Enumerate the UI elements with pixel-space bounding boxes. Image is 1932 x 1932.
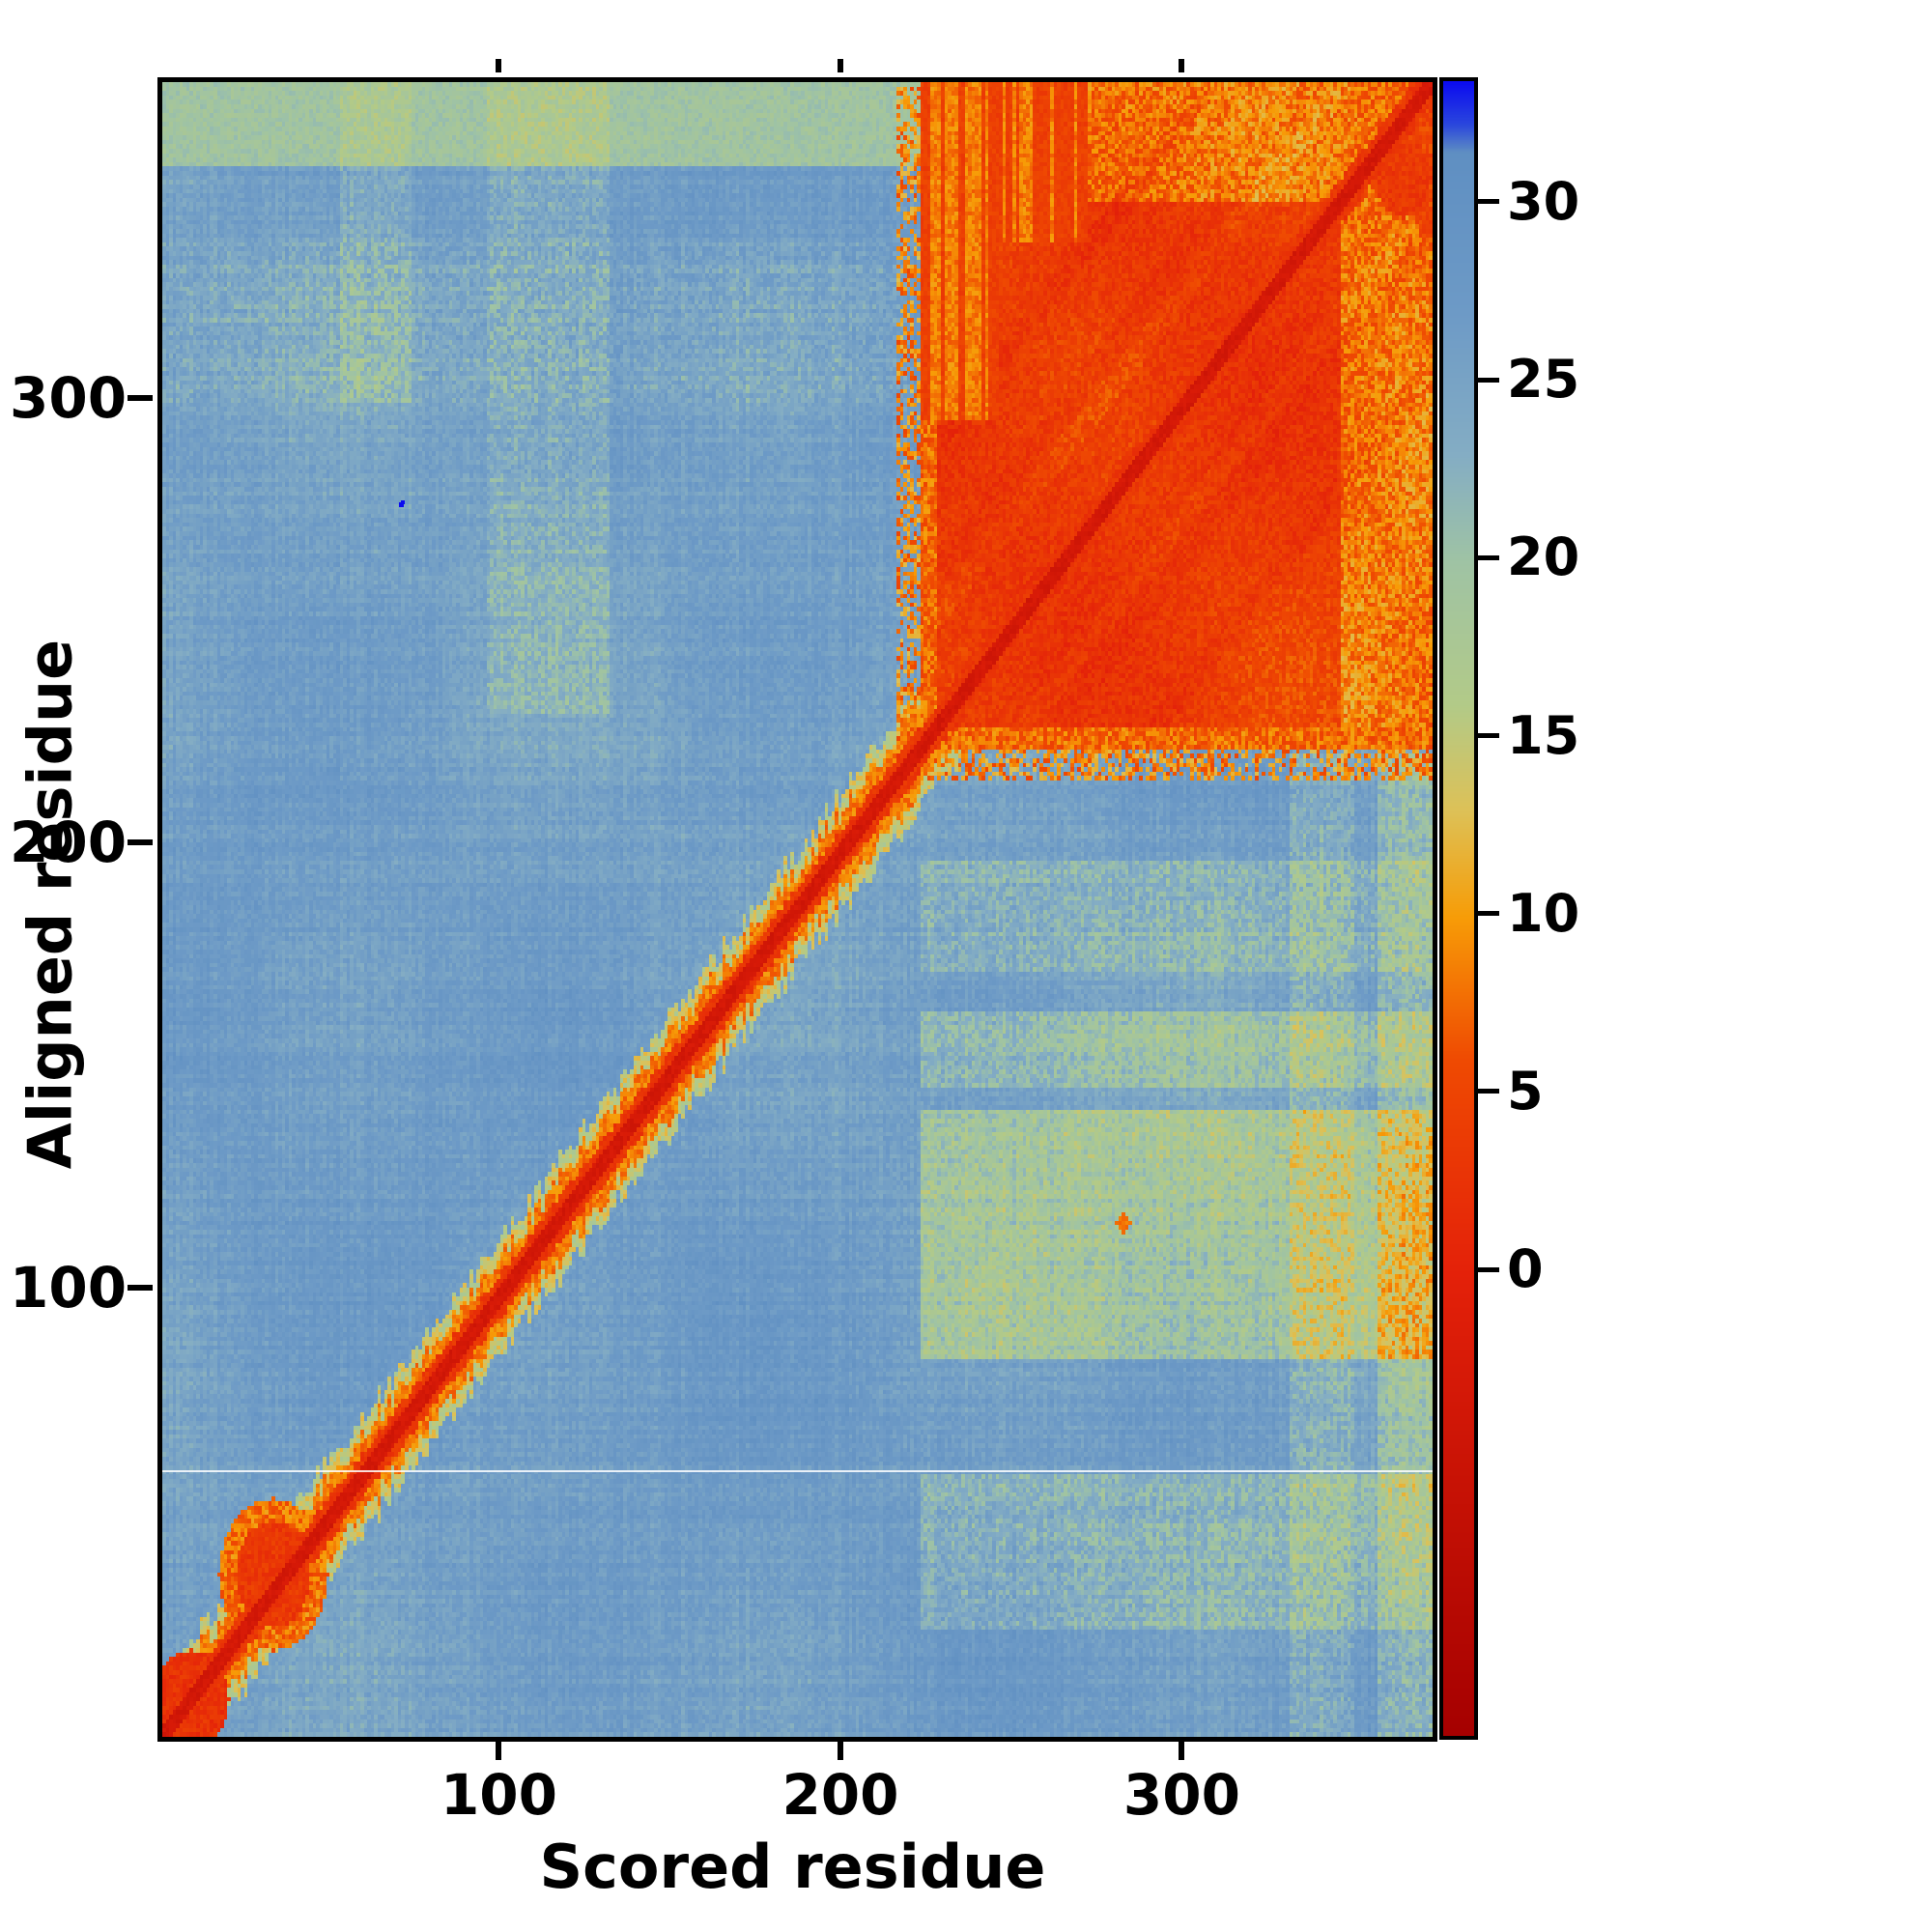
colorbar-tick-label: 10 xyxy=(1507,882,1580,944)
colorbar-tick xyxy=(1478,554,1499,560)
x-axis-tick xyxy=(1179,1737,1185,1760)
colorbar-tick xyxy=(1478,1089,1499,1094)
x-axis-tick xyxy=(496,1737,502,1760)
x-axis-label: Scored residue xyxy=(539,1832,1046,1902)
colorbar-tick xyxy=(1478,199,1499,205)
colorbar-tick-label: 5 xyxy=(1507,1060,1544,1122)
y-axis-tick-label: 200 xyxy=(10,810,128,876)
heatmap-canvas xyxy=(162,82,1433,1737)
colorbar-tick-label: 30 xyxy=(1507,170,1580,232)
x-axis-tick-top xyxy=(1179,59,1185,72)
x-axis-tick-label: 100 xyxy=(440,1762,558,1828)
colorbar-tick-label: 25 xyxy=(1507,349,1580,411)
colorbar-tick xyxy=(1478,1266,1499,1272)
colorbar-tick xyxy=(1478,911,1499,917)
y-axis-tick-label: 300 xyxy=(10,364,128,431)
x-axis-tick-label: 300 xyxy=(1122,1762,1240,1828)
colorbar-canvas xyxy=(1443,81,1474,1736)
y-axis-tick xyxy=(128,839,153,846)
y-axis-tick xyxy=(128,394,153,401)
x-axis-tick-top xyxy=(837,59,843,72)
y-axis-tick-label: 100 xyxy=(10,1254,128,1321)
colorbar-tick-label: 15 xyxy=(1507,704,1580,766)
colorbar-tick xyxy=(1478,733,1499,739)
x-axis-tick xyxy=(837,1737,843,1760)
heatmap-plot xyxy=(157,77,1437,1742)
colorbar-tick-label: 20 xyxy=(1507,526,1580,588)
colorbar xyxy=(1439,77,1478,1740)
x-axis-tick-label: 200 xyxy=(781,1762,899,1828)
y-axis-label: Aligned residue xyxy=(14,639,86,1170)
y-axis-tick xyxy=(128,1284,153,1291)
colorbar-tick-label: 0 xyxy=(1507,1238,1544,1300)
x-axis-tick-top xyxy=(496,59,502,72)
colorbar-tick xyxy=(1478,377,1499,383)
